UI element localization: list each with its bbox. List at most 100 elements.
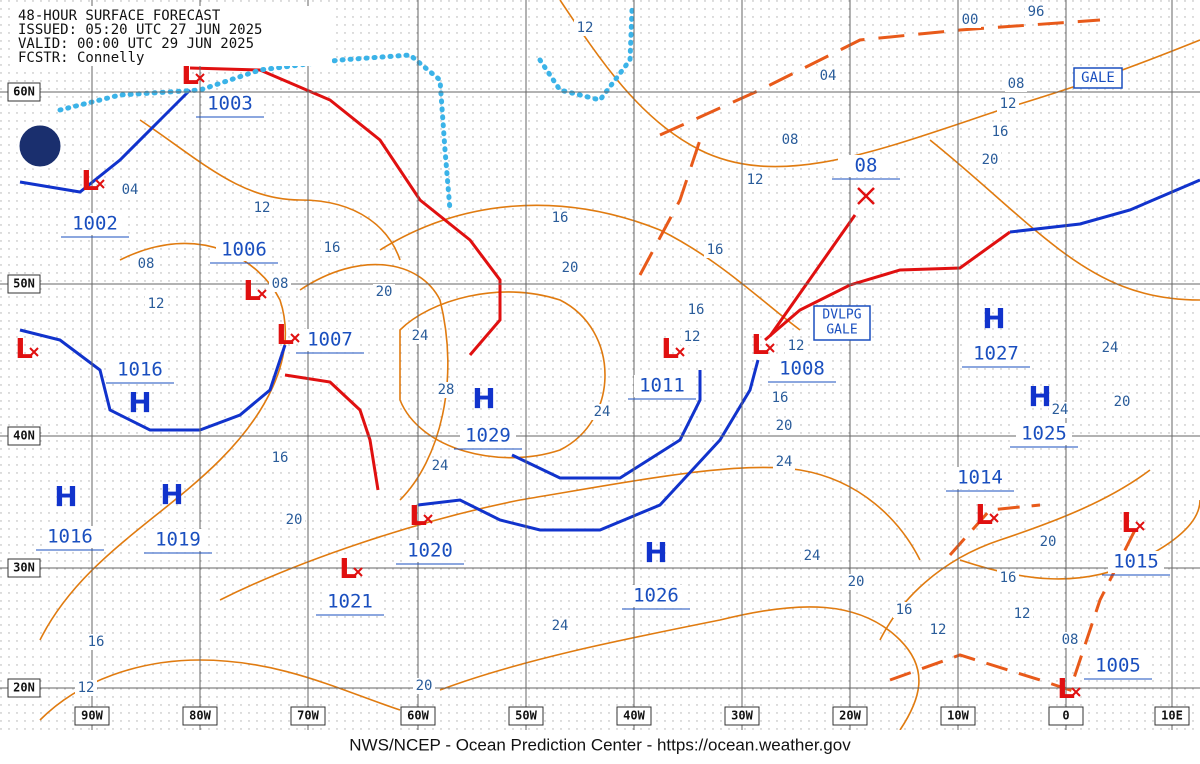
lat-label-box — [7, 426, 41, 446]
lon-label-box — [508, 706, 544, 726]
isobar-label-bg — [1111, 394, 1133, 410]
pressure-value: 1019 — [155, 529, 201, 551]
pressure-bg — [42, 526, 98, 548]
longitude-label: 10E — [1161, 709, 1183, 723]
latitude-label: 50N — [13, 277, 35, 291]
graticule: 60N 50N 40N 30N 20N 90W 80W 70W 60W 50W 40W 30W 20W 1… — [0, 0, 1200, 730]
developing-low-x — [857, 187, 875, 205]
isobar-label: 04 — [122, 182, 139, 198]
isobar-label: 16 — [552, 210, 569, 226]
isobar-label: 24 — [804, 548, 821, 564]
isobar-label-bg — [85, 634, 107, 650]
isobar-label: 24 — [432, 458, 449, 474]
isobar-label: 16 — [324, 240, 341, 256]
isobar-label: 08 — [1062, 632, 1079, 648]
isobar-label-bg — [119, 182, 141, 198]
isobar-label: 16 — [1000, 570, 1017, 586]
latitude-label: 40N — [13, 429, 35, 443]
pressure-bg — [774, 358, 830, 380]
isobar-label-bg — [135, 256, 157, 272]
pressure-bg — [1090, 655, 1146, 677]
pressure-bg — [202, 93, 258, 115]
isobar-label: 12 — [254, 200, 271, 216]
longitude-label: 80W — [189, 709, 211, 723]
low-center-x — [1071, 687, 1081, 697]
isobar-label: 12 — [1000, 96, 1017, 112]
low-symbol: L — [181, 58, 199, 91]
low-center-x — [989, 513, 999, 523]
isobar-label: 16 — [896, 602, 913, 618]
isobar-label-bg — [1049, 402, 1071, 418]
isobar-label: 24 — [594, 404, 611, 420]
isobar-label-bg — [75, 680, 97, 696]
isobar-label-bg — [145, 296, 167, 312]
pressure-value: 1014 — [957, 467, 1003, 489]
isobar-label-bg — [591, 404, 613, 420]
lat-label-box — [7, 274, 41, 294]
low-symbol: L — [339, 552, 357, 585]
low-symbol: L — [81, 164, 99, 197]
isobar-label-bg — [704, 242, 726, 258]
isobar-label: 12 — [1014, 606, 1031, 622]
header-line: ISSUED: 05:20 UTC 27 JUN 2025 — [18, 22, 262, 38]
isobar-label-bg — [435, 382, 457, 398]
low-symbol: L — [661, 332, 679, 365]
pressure-value: 1021 — [327, 591, 373, 613]
pressure-value: 1026 — [633, 585, 679, 607]
isobar-label-bg — [429, 458, 451, 474]
gale-box — [1073, 67, 1123, 89]
isobar-label: 12 — [148, 296, 165, 312]
isobar-label-bg — [409, 328, 431, 344]
high-symbol: H — [1028, 380, 1051, 413]
low-symbol: L — [276, 318, 294, 351]
isobar-label: 24 — [412, 328, 429, 344]
labels: 12 00 96 04 08 12 16 20 08 12 16 16 20 04 12 08 08 16 20 12… — [15, 4, 1170, 705]
isobar-label-bg — [773, 418, 795, 434]
isobar-label-bg — [574, 20, 596, 36]
latitude-label: 60N — [13, 85, 35, 99]
pressure-bg — [112, 359, 168, 381]
longitude-label: 60W — [407, 709, 429, 723]
lon-label-box — [724, 706, 760, 726]
isobar-label: 24 — [776, 454, 793, 470]
high-symbol: H — [644, 536, 667, 569]
isobar-label: 20 — [1040, 534, 1057, 550]
header-line: 48-HOUR SURFACE FORECAST — [18, 8, 221, 24]
pressure-bg — [952, 467, 1008, 489]
isobar-label: 08 — [138, 256, 155, 272]
isobar-label-bg — [997, 570, 1019, 586]
isobar-label: 20 — [982, 152, 999, 168]
isobar-label: 08 — [1008, 76, 1025, 92]
pressure-value: 1007 — [307, 329, 353, 351]
fronts — [19, 7, 1200, 692]
isobar-label: 20 — [848, 574, 865, 590]
pressure-bg — [838, 155, 894, 177]
low-center-x — [353, 567, 363, 577]
noaa-logo — [16, 122, 64, 170]
isobar-label-bg — [893, 602, 915, 618]
low-symbol: L — [243, 274, 261, 307]
isobar-label: 08 — [272, 276, 289, 292]
longitude-label: 40W — [623, 709, 645, 723]
low-center-x — [257, 289, 267, 299]
isobar-label: 20 — [776, 418, 793, 434]
lon-label-box — [1048, 706, 1084, 726]
isobar-label: 16 — [688, 302, 705, 318]
isobar-label: 28 — [438, 382, 455, 398]
isobar-label-bg — [1011, 606, 1033, 622]
pressure-bg — [150, 529, 206, 551]
isobar-label-bg — [1005, 76, 1027, 92]
header-line: VALID: 00:00 UTC 29 JUN 2025 — [18, 36, 254, 52]
isobar-label-bg — [997, 96, 1019, 112]
isobar-label: 96 — [1028, 4, 1045, 20]
isobar-label: 12 — [684, 329, 701, 345]
isobar-label: 16 — [992, 124, 1009, 140]
isobar-label-bg — [979, 152, 1001, 168]
pressure-value: 1016 — [117, 359, 163, 381]
isobar-label-bg — [989, 124, 1011, 140]
lat-label-box — [7, 678, 41, 698]
pressure-value: 1029 — [465, 425, 511, 447]
isobar-label: 24 — [1052, 402, 1069, 418]
lon-label-box — [74, 706, 110, 726]
